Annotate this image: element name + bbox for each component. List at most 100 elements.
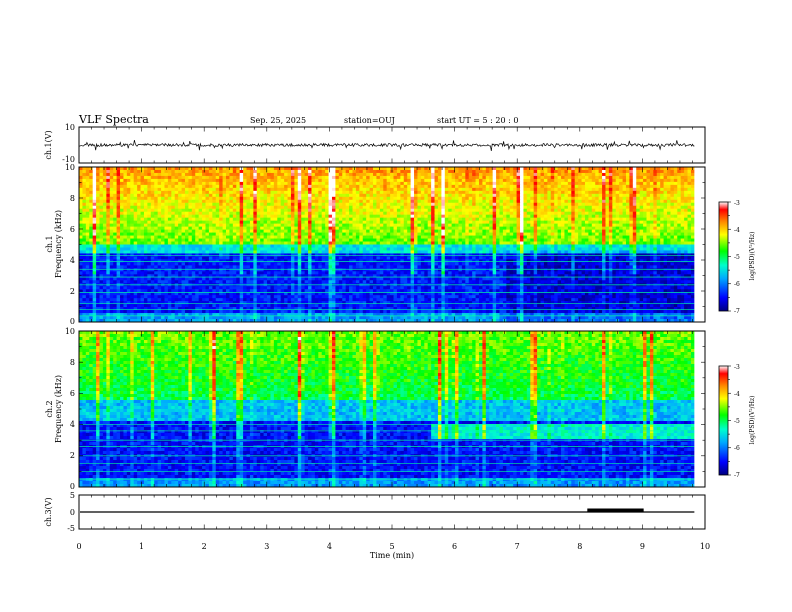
spectrogram-cell [314,199,319,204]
spectrogram-cell [420,235,425,239]
spectrogram-cell [249,184,254,189]
spectrogram-cell [677,208,682,213]
spectrogram-cell [475,193,480,198]
spectrogram-cell [420,167,425,171]
spectrogram-cell [219,214,223,219]
spectrogram-cell [410,229,415,233]
spectrogram-cell [236,223,241,228]
spectrogram-cell [102,208,107,213]
spectrogram-cell [120,241,124,245]
spectrogram-cell [455,205,459,210]
spectrogram-cell [280,167,285,171]
spectrogram-cell [602,190,606,195]
spectrogram-cell [554,238,559,242]
spectrogram-cell [287,205,292,210]
spectrogram-cell [226,238,230,242]
spectrogram-cell [157,169,162,174]
spectrogram-cell [85,181,90,186]
spectrogram-cell [191,226,196,230]
spectrogram-cell [246,190,251,195]
spectrogram-cell [639,244,644,248]
spectrogram-cell [571,223,576,228]
spectrogram-cell [396,238,401,242]
spectrogram-cell [673,235,678,239]
spectrogram-cell [489,175,494,180]
spectrogram-cell [222,199,227,204]
spectrogram-cell [496,205,500,210]
spectrogram-cell [492,193,497,198]
spectrogram-cell [485,223,490,228]
spectrogram-cell [584,167,589,171]
spectrogram-cell [390,184,394,189]
spectrogram-cell [188,238,193,242]
spectrogram-cell [400,196,405,201]
spectrogram-cell [236,217,241,222]
spectrogram-cell [287,178,292,183]
spectrogram-cell [277,235,282,239]
spectrogram-cell [660,208,664,213]
spectrogram-cell [663,205,668,210]
spectrogram-cell [386,241,391,245]
spectrogram-cell [222,169,227,174]
spectrogram-cell [533,208,538,213]
spectrogram-cell [598,229,603,233]
spectrogram-cell [113,226,118,230]
spectrogram-cell [171,208,176,213]
spectrogram-cell [663,167,668,171]
spectrogram-cell [520,232,524,236]
spectrogram-cell [684,244,688,248]
spectrogram-cell [619,184,623,189]
spectrogram-cell [167,238,172,242]
spectrogram-cell [328,178,333,183]
spectrogram-cell [444,217,449,222]
spectrogram-cell [561,238,565,242]
spectrogram-cell [369,172,374,177]
spectrogram-cell [437,241,442,245]
spectrogram-cell [178,205,182,210]
spectrogram-cell [625,235,630,239]
spectrogram-cell [92,220,97,225]
spectrogram-cell [205,238,210,242]
spectrogram-cell [564,172,569,177]
spectrogram-cell [639,220,644,225]
spectrogram-cell [448,181,453,186]
spectrogram-cell [574,187,579,192]
spectrogram-cell [427,190,432,195]
spectrogram-cell [232,181,237,186]
spectrogram-cell [403,199,408,204]
spectrogram-cell [113,178,118,183]
spectrogram-cell [468,169,473,174]
spectrogram-cell [502,244,507,248]
spectrogram-cell [690,238,695,242]
spectrogram-cell [181,205,186,210]
spectrogram-cell [219,238,223,242]
spectrogram-cell [352,178,357,183]
spectrogram-cell [120,214,124,219]
spectrogram-cell [243,199,247,204]
spectrogram-cell [537,175,541,180]
spectrogram-cell [157,220,162,225]
spectrogram-cell [178,226,182,230]
spectrogram-cell [222,178,227,183]
spectrogram-cell [106,235,111,239]
spectrogram-cell [253,190,258,195]
spectrogram-cell [359,241,364,245]
spectrogram-cell [184,167,189,171]
spectrogram-cell [167,220,172,225]
spectrogram-cell [396,220,401,225]
spectrogram-cell [191,229,196,233]
spectrogram-cell [557,244,562,248]
spectrogram-cell [612,217,617,222]
spectrogram-cell [338,232,343,236]
spectrogram-cell [427,169,432,174]
spectrogram-cell [150,232,155,236]
spectrogram-cell [304,235,309,239]
spectrogram-cell [137,178,141,183]
spectrogram-cell [656,175,661,180]
spectrogram-cell [482,196,487,201]
spectrogram-cell [690,199,695,204]
spectrogram-cell [362,238,367,242]
spectrogram-cell [393,199,398,204]
spectrogram-cell [164,181,169,186]
spectrogram-cell [362,199,367,204]
